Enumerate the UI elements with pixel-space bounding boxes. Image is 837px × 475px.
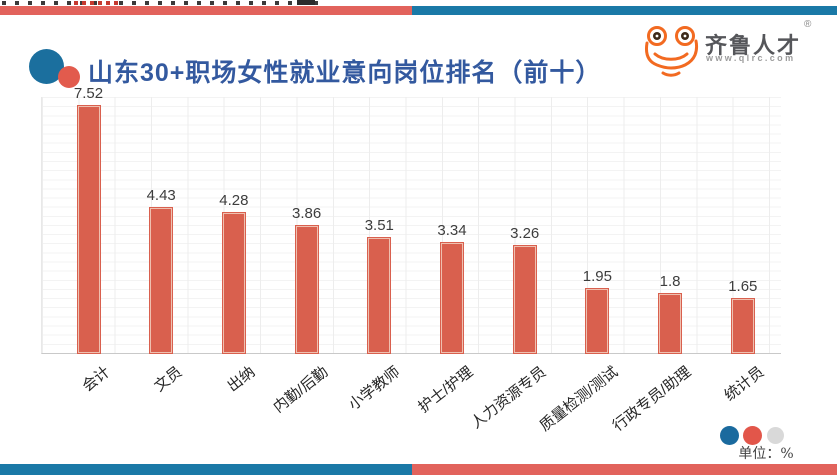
- bar-value-label: 1.95: [582, 268, 612, 285]
- bar-4: [294, 225, 319, 354]
- frog-logo-icon: [645, 26, 699, 77]
- logo-website-text: www.qlrc.com: [706, 53, 796, 63]
- qilu-talent-logo: 齐鲁人才 www.qlrc.com ®: [643, 19, 823, 82]
- bar-value-label: 3.34: [437, 222, 467, 239]
- category-label: 出纳: [224, 363, 259, 396]
- category-label: 内勤/后勤: [269, 363, 331, 417]
- bottom-banner-red-segment: [412, 464, 837, 475]
- bar-2: [149, 207, 174, 354]
- category-label: 护士/护理: [415, 363, 477, 417]
- bar-value-label: 3.26: [510, 225, 540, 242]
- bar-value-label: 4.43: [146, 187, 176, 204]
- logo-brand-text: 齐鲁人才: [705, 33, 802, 58]
- unit-note: 单位：%: [738, 446, 794, 462]
- bar-value-label: 1.65: [728, 278, 758, 295]
- bar-5: [367, 237, 392, 354]
- bar-8: [585, 288, 610, 354]
- registered-trademark-icon: ®: [804, 19, 812, 30]
- category-label: 行政专员/助理: [609, 363, 695, 435]
- bottom-banner-blue-segment: [0, 464, 412, 475]
- plot-area: 7.52 4.43 4.28 3.86 3.51 3.34 3.26 1.95 1.8 1.65: [41, 85, 781, 354]
- top-banner-red-segment: [0, 6, 412, 15]
- bar-value-label: 7.52: [73, 85, 104, 102]
- title-bullet-small-circle-icon: [58, 66, 80, 88]
- category-label: 统计员: [721, 363, 768, 405]
- bar-value-label: 3.86: [291, 205, 322, 222]
- bar-value-label: 3.51: [364, 217, 394, 234]
- toolbar-fragment-block: [297, 0, 315, 5]
- bar-1: [76, 105, 101, 354]
- category-label: 文员: [151, 363, 186, 396]
- toolbar-fragment-red-dashes: [74, 1, 120, 5]
- top-banner: [0, 6, 837, 15]
- decor-dot-blue: [720, 426, 739, 445]
- cropped-toolbar-fragment: [0, 0, 837, 6]
- bar-7: [512, 245, 537, 354]
- bar-9: [658, 293, 683, 354]
- category-label: 质量检测/测试: [537, 363, 622, 435]
- bar-6: [440, 242, 464, 354]
- category-label: 小学教师: [345, 363, 404, 414]
- bar-3: [221, 212, 246, 354]
- bottom-banner: [0, 464, 837, 475]
- top-banner-blue-segment: [412, 6, 837, 15]
- bar-value-label: 4.28: [219, 192, 249, 209]
- page-title: 山东30+职场女性就业意向岗位排名（前十）: [88, 59, 602, 87]
- toolbar-fragment-dashes: [2, 1, 320, 5]
- bar-10: [730, 298, 755, 354]
- decor-dot-gray: [767, 427, 784, 444]
- category-label: 会计: [78, 363, 113, 396]
- bar-value-label: 1.8: [659, 273, 681, 290]
- decor-dot-red: [743, 426, 762, 445]
